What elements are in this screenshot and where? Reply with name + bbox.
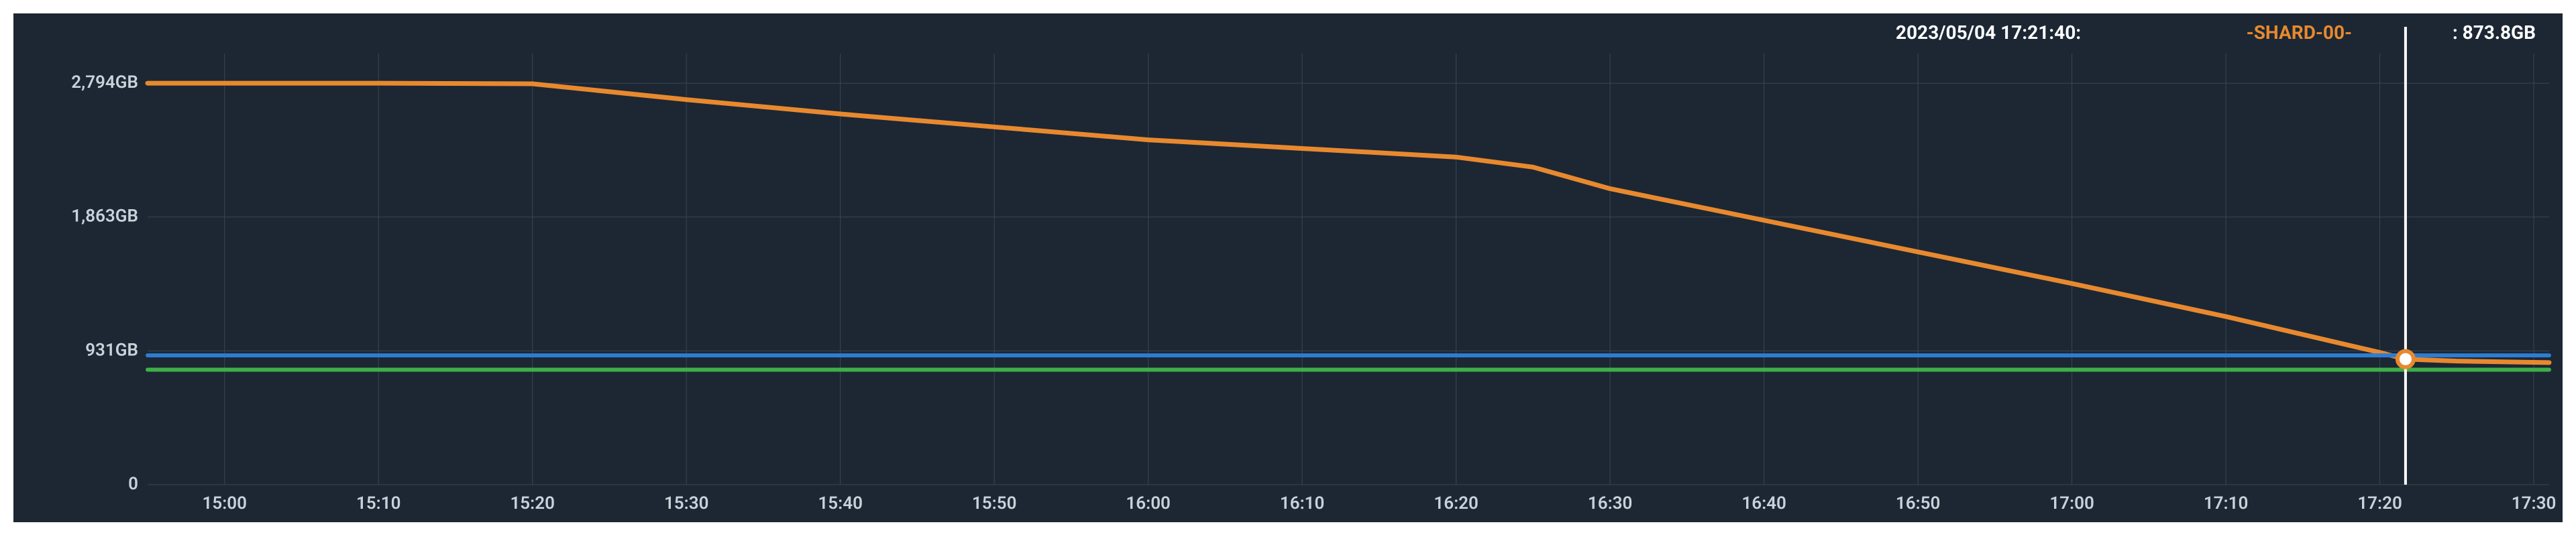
x-tick-label: 15:20 xyxy=(510,493,555,513)
x-tick-label: 17:00 xyxy=(2049,493,2094,513)
x-tick-label: 17:10 xyxy=(2204,493,2249,513)
hover-timestamp-label: 2023/05/04 17:21:40: xyxy=(1896,21,2081,44)
y-tick-label: 2,794GB xyxy=(71,72,138,93)
y-tick-label: 0 xyxy=(128,474,138,494)
x-tick-label: 16:00 xyxy=(1126,493,1171,513)
x-tick-label: 16:30 xyxy=(1588,493,1633,513)
x-tick-label: 16:20 xyxy=(1434,493,1479,513)
x-tick-label: 15:50 xyxy=(972,493,1017,513)
x-tick-label: 15:10 xyxy=(356,493,401,513)
x-tick-label: 17:30 xyxy=(2512,493,2557,513)
hover-series-label: -SHARD-00- xyxy=(2247,21,2352,44)
x-tick-label: 16:40 xyxy=(1741,493,1786,513)
storage-timeseries-chart[interactable]: 0 931GB 1,863GB 2,794GB 15:00 15:10 15:20 15:30… xyxy=(13,13,2563,522)
hover-marker xyxy=(2398,351,2414,367)
x-tick-label: 16:10 xyxy=(1280,493,1325,513)
y-tick-label: 931GB xyxy=(85,340,138,360)
y-tick-label: 1,863GB xyxy=(71,206,138,227)
hover-value-label: : 873.8GB xyxy=(2453,21,2536,44)
x-tick-label: 17:20 xyxy=(2357,493,2402,513)
x-tick-label: 15:30 xyxy=(664,493,709,513)
x-tick-label: 15:00 xyxy=(202,493,247,513)
x-tick-label: 16:50 xyxy=(1896,493,1941,513)
x-tick-label: 15:40 xyxy=(818,493,863,513)
